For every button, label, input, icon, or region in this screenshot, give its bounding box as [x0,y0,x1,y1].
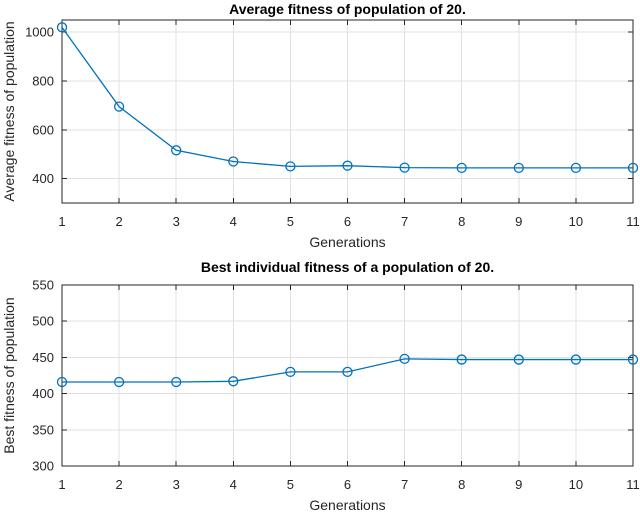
x-tick-label: 10 [569,477,583,492]
data-point-marker [228,376,239,387]
x-tick-label: 2 [115,214,122,229]
y-tick-label: 450 [32,350,54,365]
x-tick-label: 5 [287,214,294,229]
x-tick-label: 9 [515,214,522,229]
data-point-marker [171,145,182,156]
x-axis-label: Generations [309,497,385,513]
fitness-line-series [62,358,633,383]
x-tick-label: 7 [401,477,408,492]
y-axis-label: Average fitness of population [1,21,17,201]
data-point-marker [570,162,582,174]
data-point-marker [285,161,296,172]
x-tick-label: 8 [458,477,465,492]
x-tick-label: 1 [58,477,65,492]
chart-title: Average fitness of population of 20. [229,1,466,17]
x-tick-label: 6 [344,477,351,492]
y-tick-label: 800 [32,74,54,89]
x-tick-label: 4 [230,214,237,229]
data-point-markers [56,353,639,388]
data-point-marker [342,366,353,378]
x-tick-label: 3 [173,214,180,229]
data-point-marker [56,376,68,388]
x-tick-label: 9 [515,477,522,492]
data-point-marker [56,22,68,33]
x-tick-label: 7 [401,214,408,229]
data-point-marker [570,354,582,365]
y-tick-label: 400 [32,171,54,186]
x-tick-label: 3 [173,477,180,492]
data-point-marker [627,354,639,365]
data-point-markers [56,22,639,174]
x-tick-label: 6 [344,214,351,229]
tick-labels: 1 2 3 4 5 6 7 8 9 10 11 300 350 400 450 500 550 [32,278,639,493]
x-tick-label: 2 [115,477,122,492]
x-tick-label: 8 [458,214,465,229]
tick-marks [61,20,634,203]
y-tick-label: 550 [32,278,54,293]
y-tick-label: 600 [32,122,54,137]
x-tick-label: 1 [58,214,65,229]
grid-lines [62,285,633,466]
tick-labels: 1 2 3 4 5 6 7 8 9 10 11 400 600 800 1000 [25,25,640,229]
y-tick-label: 350 [32,422,54,437]
data-point-marker [513,354,524,365]
data-point-marker [228,156,239,167]
data-point-marker [399,353,410,364]
data-point-marker [113,101,125,112]
best-fitness-chart: 1 2 3 4 5 6 7 8 9 10 11 300 350 400 450 500 550 Best indi… [0,258,640,516]
grid-lines [62,20,633,203]
x-tick-label: 4 [230,477,237,492]
data-point-marker [513,162,524,174]
tick-marks [61,284,634,467]
x-tick-label: 5 [287,477,294,492]
data-point-marker [399,162,410,173]
y-tick-label: 500 [32,314,54,329]
data-point-marker [285,366,296,378]
chart-canvas: 1 2 3 4 5 6 7 8 9 10 11 400 600 800 1000 Average fitnes… [1,1,640,250]
data-point-marker [627,162,639,174]
x-tick-label: 11 [626,214,640,229]
chart-canvas: 1 2 3 4 5 6 7 8 9 10 11 300 350 400 450 500 550 Best indi… [1,259,640,513]
chart-title: Best individual fitness of a population … [201,259,494,275]
data-point-marker [171,376,182,388]
y-tick-label: 400 [32,386,54,401]
average-fitness-chart: 1 2 3 4 5 6 7 8 9 10 11 400 600 800 1000 Average fitnes… [1,1,640,250]
data-point-marker [456,162,467,174]
y-tick-label: 300 [32,459,54,474]
y-axis-label: Best fitness of population [1,297,17,453]
y-tick-label: 1000 [25,25,54,40]
data-point-marker [456,354,467,365]
x-tick-label: 10 [569,214,583,229]
x-tick-label: 11 [626,477,640,492]
fitness-line-series [61,26,633,169]
data-point-marker [342,160,353,171]
x-axis-label: Generations [309,234,385,250]
data-point-marker [113,376,125,388]
